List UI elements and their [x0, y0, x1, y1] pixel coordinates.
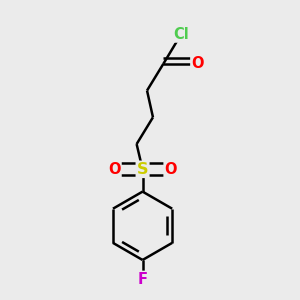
Text: Cl: Cl: [173, 27, 189, 42]
Text: S: S: [137, 162, 148, 177]
Text: O: O: [108, 162, 121, 177]
Text: O: O: [165, 162, 177, 177]
Text: F: F: [138, 272, 148, 287]
Text: O: O: [191, 56, 204, 71]
